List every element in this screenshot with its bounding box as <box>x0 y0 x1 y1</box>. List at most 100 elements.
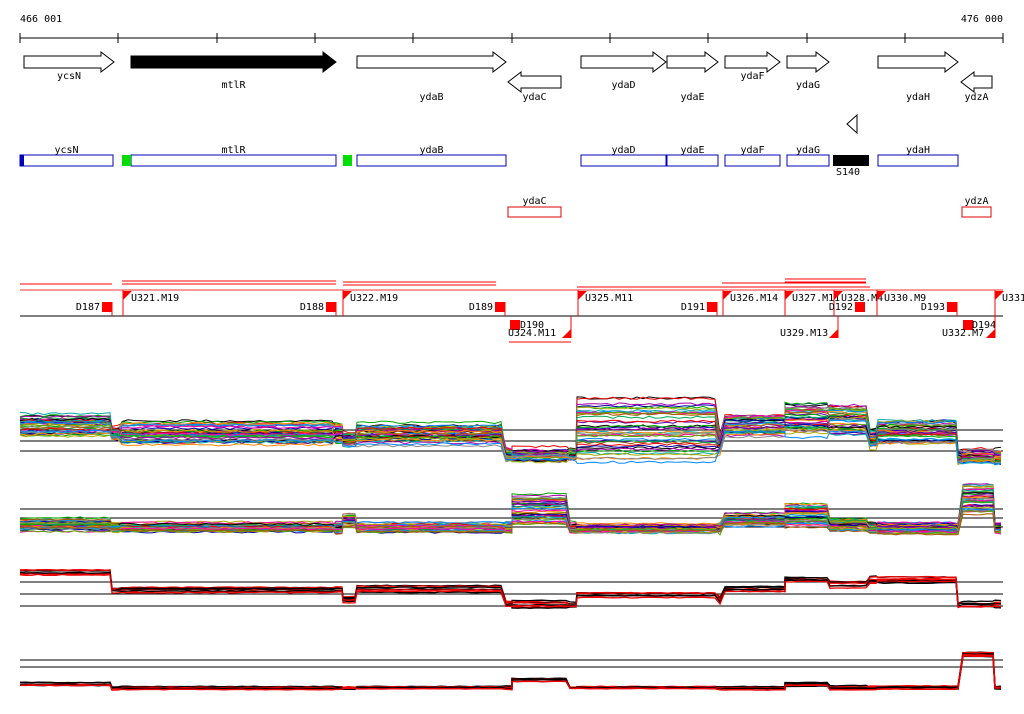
gene-ydaF: ydaF <box>724 50 781 82</box>
segment-D192: D192 <box>829 302 865 313</box>
gene-arrow-track: ycsN mtlR ydaB ydaC ydaD ydaE ydaF ydaG ydaH ydzA <box>23 50 993 103</box>
box-label: ydaH <box>906 145 930 156</box>
box-outline <box>356 154 507 167</box>
box-outline <box>130 154 337 167</box>
segment-square-mark <box>963 320 973 330</box>
box-outline <box>961 206 992 218</box>
blue-box-ydaE: ydaE <box>666 145 719 167</box>
blue-box-ycsN: ycsN <box>19 145 114 167</box>
expression-trace <box>19 653 1002 690</box>
arrow-right-icon <box>130 50 337 74</box>
triangle-left-icon <box>846 113 858 135</box>
segment-label: D191 <box>681 302 705 313</box>
segment-D188: D188 <box>300 302 337 316</box>
box-label: mtlR <box>221 145 246 156</box>
segment-label: U329.M13 <box>780 328 828 339</box>
expression-trace-panels <box>19 396 1003 691</box>
segment-U327.M11: U327.M11 <box>784 290 840 316</box>
segment-square-mark <box>326 302 336 312</box>
flag-icon <box>578 291 587 300</box>
segment-square-mark <box>707 302 717 312</box>
trace-panel-4 <box>19 651 1003 691</box>
segment-square-mark <box>947 302 957 312</box>
gene-label: ydaF <box>740 71 764 82</box>
segment-label: U322.M19 <box>350 293 398 304</box>
box-start-mark <box>20 155 24 166</box>
segment-U322.M19: U322.M19 <box>342 290 398 316</box>
box-outline <box>877 154 959 167</box>
trace-panel-2 <box>19 483 1003 536</box>
s140-label: S140 <box>836 167 860 178</box>
segment-label: D190 <box>520 320 544 331</box>
segment-square-mark <box>102 302 112 312</box>
flag-icon <box>834 291 843 300</box>
gene-ydaG: ydaG <box>786 50 830 91</box>
arrow-right-icon <box>877 50 959 74</box>
box-label: ydaD <box>611 145 635 156</box>
arrow-right-icon <box>724 50 781 74</box>
gene-label: ydaH <box>906 92 930 103</box>
segment-label: D189 <box>469 302 493 313</box>
segment-label: D188 <box>300 302 324 313</box>
expression-trace <box>19 571 1002 609</box>
segment-U330.M9: U330.M9 <box>876 290 926 316</box>
segment-D193: D193 <box>921 302 958 316</box>
segmentation-track: D187 U321.M19 D188 U322.M19 D189 U325.M11 D191… <box>20 278 1024 343</box>
gene-ydaE: ydaE <box>666 50 719 103</box>
blue-box-ydaB: ydaB <box>356 145 507 167</box>
segment-label: D193 <box>921 302 945 313</box>
flag-icon <box>995 291 1004 300</box>
arrow-left-icon <box>960 70 993 94</box>
red-box-ydzA: ydzA <box>961 196 992 218</box>
gene-ydaB: ydaB <box>356 50 507 103</box>
flag-icon <box>877 291 886 300</box>
segment-D189: D189 <box>469 302 506 316</box>
flag-icon <box>723 291 732 300</box>
gene-label: ydaG <box>796 80 820 91</box>
arrow-left-icon <box>507 70 562 94</box>
segment-U328.M4: U328.M4 <box>833 290 883 316</box>
blue-box-ydaG: ydaG <box>786 145 830 167</box>
gene-ydaC: ydaC <box>507 70 562 103</box>
box-label: ydaC <box>522 196 546 207</box>
gene-ycsN: ycsN <box>23 50 115 82</box>
arrow-right-icon <box>23 50 115 74</box>
s140-marker <box>846 113 858 135</box>
box-label: ydaF <box>740 145 764 156</box>
segment-label: U324.M11 <box>508 328 556 339</box>
box-label: ycsN <box>54 145 78 156</box>
segment-D194: D194 <box>963 320 996 331</box>
red-box-ydaC: ydaC <box>507 196 562 218</box>
segment-U326.M14: U326.M14 <box>722 290 778 316</box>
box-outline <box>724 154 781 167</box>
box-outline <box>19 154 114 167</box>
box-outline <box>786 154 830 167</box>
segment-label: U331 <box>1002 293 1024 304</box>
gene-mtlR: mtlR <box>130 50 337 91</box>
segment-square-mark <box>510 320 520 330</box>
flag-icon <box>785 291 794 300</box>
blue-box-ydaH: ydaH <box>877 145 959 167</box>
gene-label: ydaC <box>522 92 546 103</box>
segment-U321.M19: U321.M19 <box>122 290 179 316</box>
annotation-box-track: ycsN mtlR ydaB ydaD ydaE ydaF ydaG ydaH ydaC ydzA <box>19 145 992 218</box>
flag-icon <box>123 291 132 300</box>
blue-box-ydaF: ydaF <box>724 145 781 167</box>
arrow-right-icon <box>666 50 719 74</box>
box-label: ydzA <box>964 196 988 207</box>
segment-label: U328.M4 <box>841 293 883 304</box>
segment-label: U321.M19 <box>131 293 179 304</box>
expression-trace <box>19 655 1002 691</box>
box-outline <box>507 206 562 218</box>
segment-label: D187 <box>76 302 100 313</box>
segment-U329.M13: U329.M13 <box>780 316 839 339</box>
flag-icon <box>986 329 995 338</box>
segment-square-mark <box>495 302 505 312</box>
arrow-right-icon <box>580 50 667 74</box>
blue-box-mtlR: mtlR <box>130 145 337 167</box>
segment-square-mark <box>855 302 865 312</box>
flag-icon <box>343 291 352 300</box>
expression-trace <box>19 651 1002 689</box>
gene-label: ydzA <box>964 92 988 103</box>
